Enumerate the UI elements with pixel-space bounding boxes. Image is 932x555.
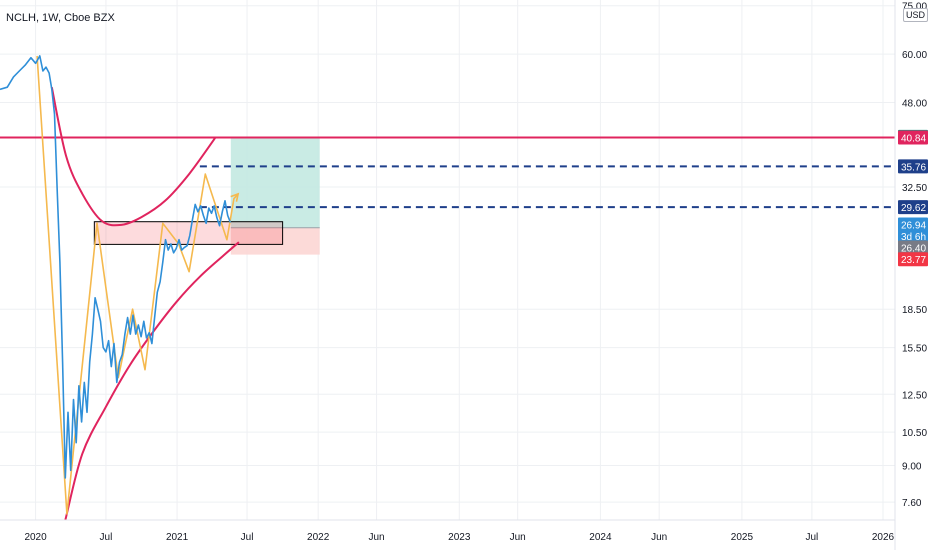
y-tick-label: 75.00 [902, 2, 927, 13]
price-label-box [898, 217, 928, 232]
y-tick-label: 10.50 [902, 428, 927, 439]
y-tick-label: 32.50 [902, 183, 927, 194]
x-tick-label: 2025 [731, 532, 754, 543]
price-label[interactable]: 29.62 [901, 203, 926, 214]
x-tick-label: Jun [510, 532, 526, 543]
price-label[interactable]: 3d 6h [901, 232, 926, 243]
x-tick-label: Jul [241, 532, 254, 543]
target-zone[interactable] [230, 137, 320, 228]
price-label-box [898, 240, 928, 255]
symbol-title[interactable]: NCLH, 1W, Cboe BZX [6, 12, 115, 24]
y-tick-label: 18.50 [902, 305, 927, 316]
price-line[interactable] [0, 55, 232, 479]
price-label-box [898, 228, 928, 243]
x-tick-label: Jun [651, 532, 667, 543]
x-tick-label: 2024 [589, 532, 612, 543]
price-label[interactable]: 26.40 [901, 243, 926, 254]
x-tick-label: 2026 [872, 532, 895, 543]
x-tick-label: Jun [368, 532, 384, 543]
y-tick-label: 60.00 [902, 50, 927, 61]
y-tick-label: 15.50 [902, 344, 927, 355]
y-tick-label: 12.50 [902, 390, 927, 401]
stop-zone[interactable] [230, 227, 320, 255]
x-tick-label: Jul [100, 532, 113, 543]
cup-curve[interactable] [50, 87, 217, 227]
currency-label[interactable]: USD [902, 8, 928, 22]
price-label[interactable]: 23.77 [901, 255, 926, 266]
price-label-box [898, 130, 928, 145]
x-tick-label: 2023 [448, 532, 471, 543]
price-label[interactable]: 26.94 [901, 220, 926, 231]
price-label[interactable]: 40.84 [901, 134, 926, 145]
price-label-box [898, 200, 928, 215]
pattern-projection-line[interactable] [36, 55, 239, 515]
x-tick-label: 2021 [166, 532, 189, 543]
y-tick-label: 9.00 [902, 462, 922, 473]
x-tick-label: 2022 [307, 532, 330, 543]
projection-arrow-head [230, 192, 240, 202]
price-label-box [898, 252, 928, 267]
y-tick-label: 48.00 [902, 98, 927, 109]
price-label-box [898, 159, 928, 174]
x-tick-label: 2020 [24, 532, 47, 543]
x-tick-label: Jul [805, 532, 818, 543]
range-rectangle[interactable] [93, 221, 284, 245]
price-label[interactable]: 35.76 [901, 162, 926, 173]
y-tick-label: 7.60 [902, 498, 922, 509]
